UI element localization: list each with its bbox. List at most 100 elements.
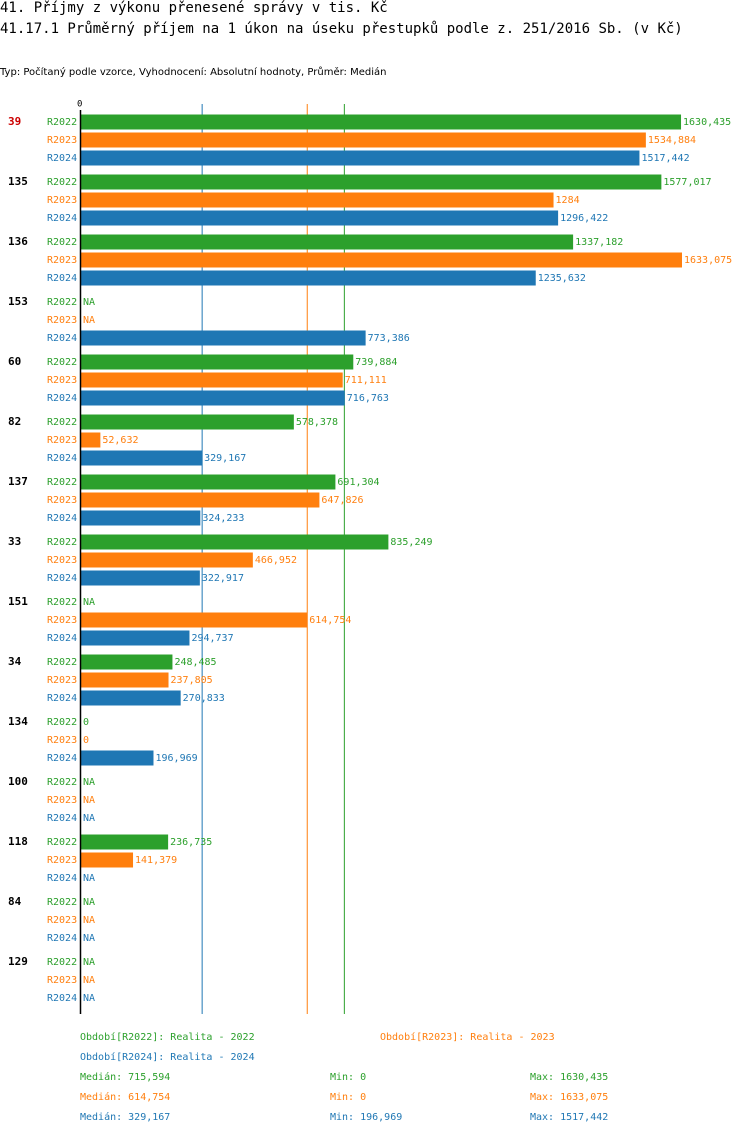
legend-R2022: Období[R2022]: Realita - 2022: [80, 1031, 255, 1043]
data-label-137-R2023: 647,826: [321, 495, 363, 506]
bar-137-R2022: [81, 474, 336, 490]
page-title: 41. Příjmy z výkonu přenesené správy v t…: [0, 0, 388, 16]
series-label-R2022: R2022: [47, 477, 77, 488]
category-label-34: 34: [8, 655, 22, 668]
category-label-118: 118: [8, 835, 28, 848]
series-label-R2023: R2023: [47, 135, 77, 146]
data-label-136-R2023: 1633,075: [684, 255, 732, 266]
series-label-R2023: R2023: [47, 195, 77, 206]
bar-82-R2023: [81, 432, 101, 448]
series-label-R2023: R2023: [47, 375, 77, 386]
data-label-84-R2022: NA: [83, 897, 95, 908]
bar-82-R2022: [81, 414, 294, 430]
series-label-R2023: R2023: [47, 615, 77, 626]
bar-33-R2024: [81, 570, 200, 586]
category-label-134: 134: [8, 715, 28, 728]
data-label-137-R2022: 691,304: [337, 477, 379, 488]
category-label-33: 33: [8, 535, 21, 548]
series-label-R2024: R2024: [47, 633, 77, 644]
stat-median-R2024: Medián: 329,167: [80, 1111, 170, 1123]
bar-134-R2024: [81, 750, 154, 766]
bar-60-R2024: [81, 390, 345, 406]
data-label-153-R2024: 773,386: [368, 333, 410, 344]
series-label-R2022: R2022: [47, 957, 77, 968]
series-label-R2023: R2023: [47, 555, 77, 566]
data-label-34-R2024: 270,833: [183, 693, 225, 704]
bar-34-R2024: [81, 690, 181, 706]
series-label-R2022: R2022: [47, 837, 77, 848]
data-label-82-R2022: 578,378: [296, 417, 338, 428]
data-label-34-R2023: 237,805: [171, 675, 213, 686]
category-label-129: 129: [8, 955, 28, 968]
data-label-153-R2023: NA: [83, 315, 95, 326]
data-label-33-R2024: 322,917: [202, 573, 244, 584]
category-label-137: 137: [8, 475, 28, 488]
category-label-100: 100: [8, 775, 28, 788]
data-label-151-R2023: 614,754: [309, 615, 351, 626]
data-label-129-R2023: NA: [83, 975, 95, 986]
data-label-34-R2022: 248,485: [174, 657, 216, 668]
chart-title: 41.17.1 Průměrný příjem na 1 úkon na úse…: [0, 21, 683, 37]
bar-136-R2024: [81, 270, 536, 286]
bar-33-R2023: [81, 552, 253, 568]
legend-R2023: Období[R2023]: Realita - 2023: [380, 1031, 555, 1043]
data-label-33-R2022: 835,249: [390, 537, 432, 548]
series-label-R2024: R2024: [47, 873, 77, 884]
data-label-84-R2024: NA: [83, 933, 95, 944]
series-label-R2024: R2024: [47, 153, 77, 164]
stat-min-R2022: Min: 0: [330, 1072, 366, 1083]
stat-median-R2022: Medián: 715,594: [80, 1071, 170, 1083]
data-label-100-R2024: NA: [83, 813, 95, 824]
category-label-82: 82: [8, 415, 21, 428]
bar-136-R2023: [81, 252, 682, 268]
series-label-R2022: R2022: [47, 237, 77, 248]
data-label-137-R2024: 324,233: [202, 513, 244, 524]
data-label-136-R2022: 1337,182: [575, 237, 623, 248]
series-label-R2022: R2022: [47, 537, 77, 548]
stat-min-R2023: Min: 0: [330, 1092, 366, 1103]
bar-60-R2023: [81, 372, 343, 388]
series-label-R2024: R2024: [47, 333, 77, 344]
series-label-R2023: R2023: [47, 495, 77, 506]
bar-136-R2022: [81, 234, 574, 250]
bar-151-R2024: [81, 630, 190, 646]
stat-min-R2024: Min: 196,969: [330, 1112, 402, 1123]
data-label-60-R2022: 739,884: [355, 357, 397, 368]
data-label-39-R2023: 1534,884: [648, 135, 696, 146]
series-label-R2024: R2024: [47, 393, 77, 404]
chart-subtitle: Typ: Počítaný podle vzorce, Vyhodnocení:…: [0, 67, 387, 78]
series-label-R2024: R2024: [47, 693, 77, 704]
data-label-39-R2024: 1517,442: [641, 153, 689, 164]
series-label-R2024: R2024: [47, 213, 77, 224]
category-label-151: 151: [8, 595, 28, 608]
series-label-R2023: R2023: [47, 435, 77, 446]
bar-135-R2023: [81, 192, 554, 208]
series-label-R2022: R2022: [47, 717, 77, 728]
series-label-R2022: R2022: [47, 177, 77, 188]
stat-max-R2023: Max: 1633,075: [530, 1092, 608, 1103]
data-label-129-R2022: NA: [83, 957, 95, 968]
data-label-153-R2022: NA: [83, 297, 95, 308]
data-label-134-R2023: 0: [83, 735, 89, 746]
category-label-84: 84: [8, 895, 22, 908]
category-label-39: 39: [8, 115, 21, 128]
bar-39-R2024: [81, 150, 640, 166]
data-label-118-R2024: NA: [83, 873, 95, 884]
data-label-135-R2024: 1296,422: [560, 213, 608, 224]
data-label-135-R2022: 1577,017: [663, 177, 711, 188]
series-label-R2023: R2023: [47, 915, 77, 926]
series-label-R2024: R2024: [47, 573, 77, 584]
series-label-R2024: R2024: [47, 933, 77, 944]
data-label-134-R2022: 0: [83, 717, 89, 728]
series-label-R2022: R2022: [47, 597, 77, 608]
bar-34-R2022: [81, 654, 173, 670]
category-label-153: 153: [8, 295, 28, 308]
series-label-R2023: R2023: [47, 315, 77, 326]
series-label-R2022: R2022: [47, 777, 77, 788]
bar-151-R2023: [81, 612, 308, 628]
legend-R2024: Období[R2024]: Realita - 2024: [80, 1051, 255, 1063]
series-label-R2022: R2022: [47, 297, 77, 308]
series-label-R2024: R2024: [47, 993, 77, 1004]
series-label-R2022: R2022: [47, 117, 77, 128]
series-label-R2022: R2022: [47, 657, 77, 668]
